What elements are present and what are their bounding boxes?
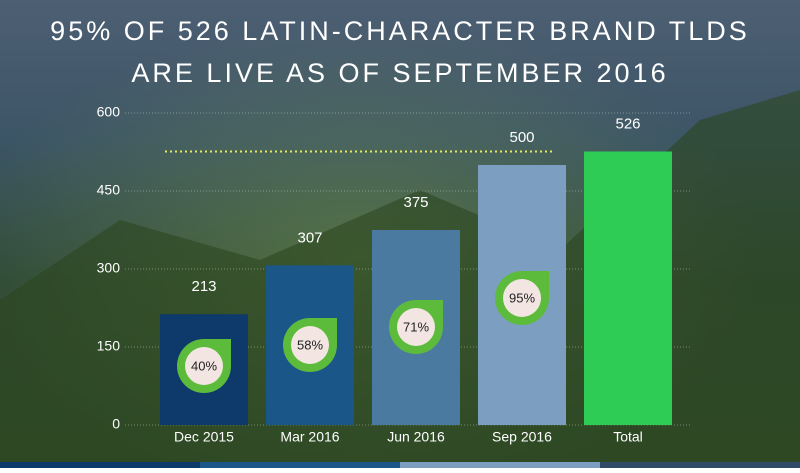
value-label: 375 (403, 194, 428, 211)
x-tick-label: Sep 2016 (492, 429, 552, 445)
footer-strip (400, 462, 600, 468)
x-tick-label: Jun 2016 (387, 429, 445, 445)
chart-title: 95% OF 526 LATIN-CHARACTER BRAND TLDS (50, 16, 750, 46)
bar (584, 151, 672, 426)
x-tick-label: Mar 2016 (280, 429, 339, 445)
chart-title: ARE LIVE AS OF SEPTEMBER 2016 (131, 58, 668, 88)
x-tick-label: Dec 2015 (174, 429, 234, 445)
value-label: 307 (297, 229, 322, 246)
share-label: 95% (509, 290, 535, 305)
share-label: 40% (191, 358, 217, 373)
share-badge-inner (185, 347, 223, 385)
share-label: 71% (403, 319, 429, 334)
value-label: 500 (509, 129, 534, 146)
footer-strip (200, 462, 400, 468)
share-badge-inner (397, 308, 435, 346)
y-tick-label: 450 (97, 182, 121, 198)
y-tick-label: 150 (97, 338, 121, 354)
share-badge-inner (503, 279, 541, 317)
y-tick-label: 300 (97, 260, 121, 276)
value-label: 526 (615, 115, 640, 132)
share-label: 58% (297, 337, 323, 352)
y-tick-label: 600 (97, 104, 121, 120)
x-tick-label: Total (613, 429, 643, 445)
y-tick-label: 0 (112, 416, 120, 432)
share-badge-inner (291, 326, 329, 364)
footer-strip (600, 462, 800, 468)
footer-strip (0, 462, 200, 468)
value-label: 213 (191, 278, 216, 295)
